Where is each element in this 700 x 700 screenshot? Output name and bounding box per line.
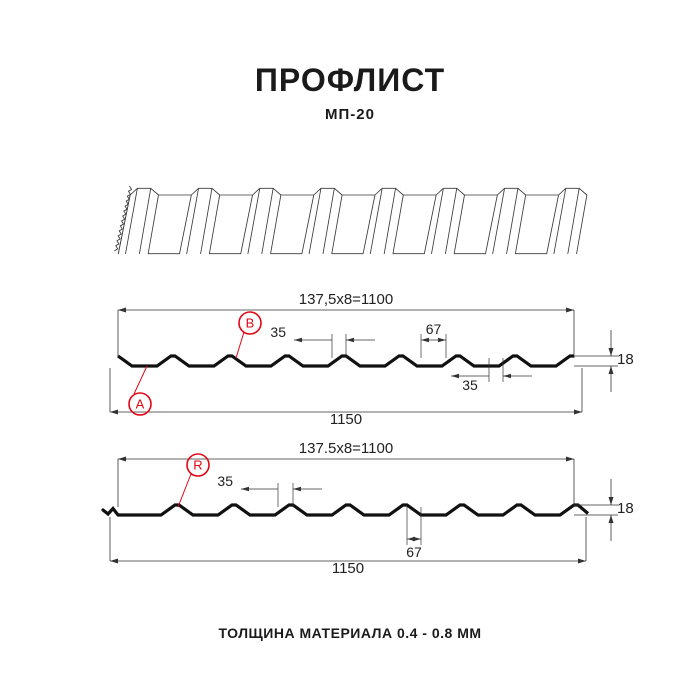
svg-text:1150: 1150 <box>332 560 364 577</box>
svg-text:137.5x8=1100: 137.5x8=1100 <box>299 440 393 457</box>
svg-text:67: 67 <box>406 544 422 560</box>
svg-text:35: 35 <box>217 473 233 489</box>
svg-text:18: 18 <box>617 500 634 517</box>
svg-text:R: R <box>193 458 202 473</box>
